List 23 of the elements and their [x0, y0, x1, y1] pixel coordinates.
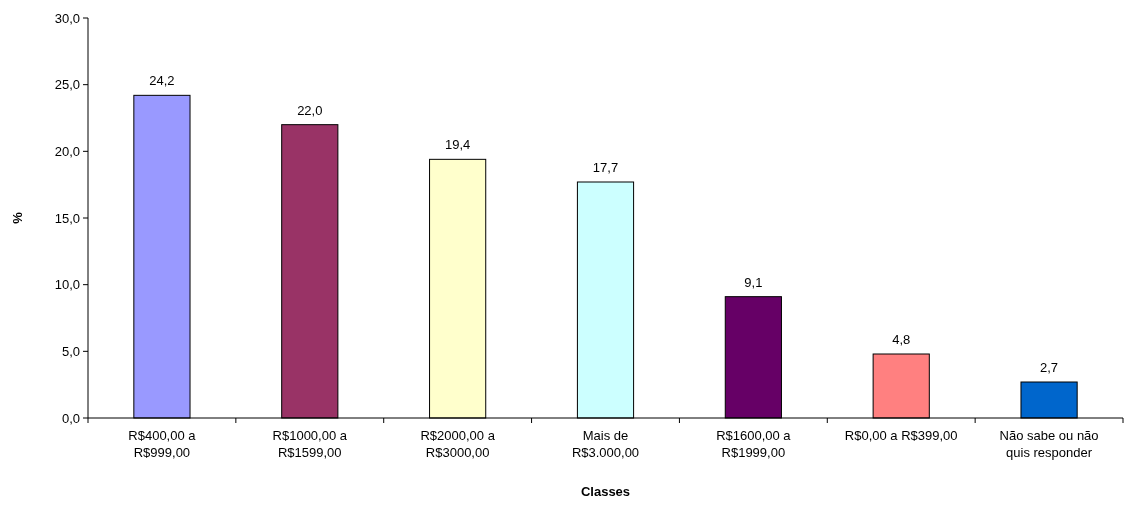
y-tick-label: 20,0: [54, 143, 80, 159]
data-label: 19,4: [444, 137, 471, 153]
y-tick-label: 0,0: [61, 410, 80, 426]
x-tick-label: R$1000,00 a R$1599,00: [272, 428, 348, 460]
y-tick-label: 5,0: [61, 343, 80, 359]
x-tick-label: Mais de R$3.000,00: [571, 428, 640, 460]
data-label: 24,2: [149, 73, 175, 89]
x-tick-label: R$2000,00 a R$3000,00: [420, 428, 496, 460]
y-tick-label: 15,0: [54, 210, 80, 226]
x-tick-label: Não sabe ou não quis responder: [999, 428, 1099, 460]
y-tick-label: 30,0: [54, 10, 80, 26]
y-tick-label: 10,0: [54, 277, 80, 293]
data-label: 9,1: [744, 274, 763, 290]
x-axis-title: Classes: [580, 484, 631, 499]
y-tick-label: 25,0: [54, 77, 80, 93]
data-label: 2,7: [1040, 360, 1059, 375]
x-tick-label: R$400,00 a R$999,00: [128, 428, 197, 460]
y-axis-title: %: [10, 211, 25, 224]
x-tick-label: R$0,00 a R$399,00: [844, 428, 958, 443]
data-label: 17,7: [592, 160, 619, 175]
data-label: 4,8: [892, 332, 911, 347]
data-label: 22,0: [297, 102, 323, 118]
x-tick-label: R$1600,00 a R$1999,00: [716, 428, 792, 460]
